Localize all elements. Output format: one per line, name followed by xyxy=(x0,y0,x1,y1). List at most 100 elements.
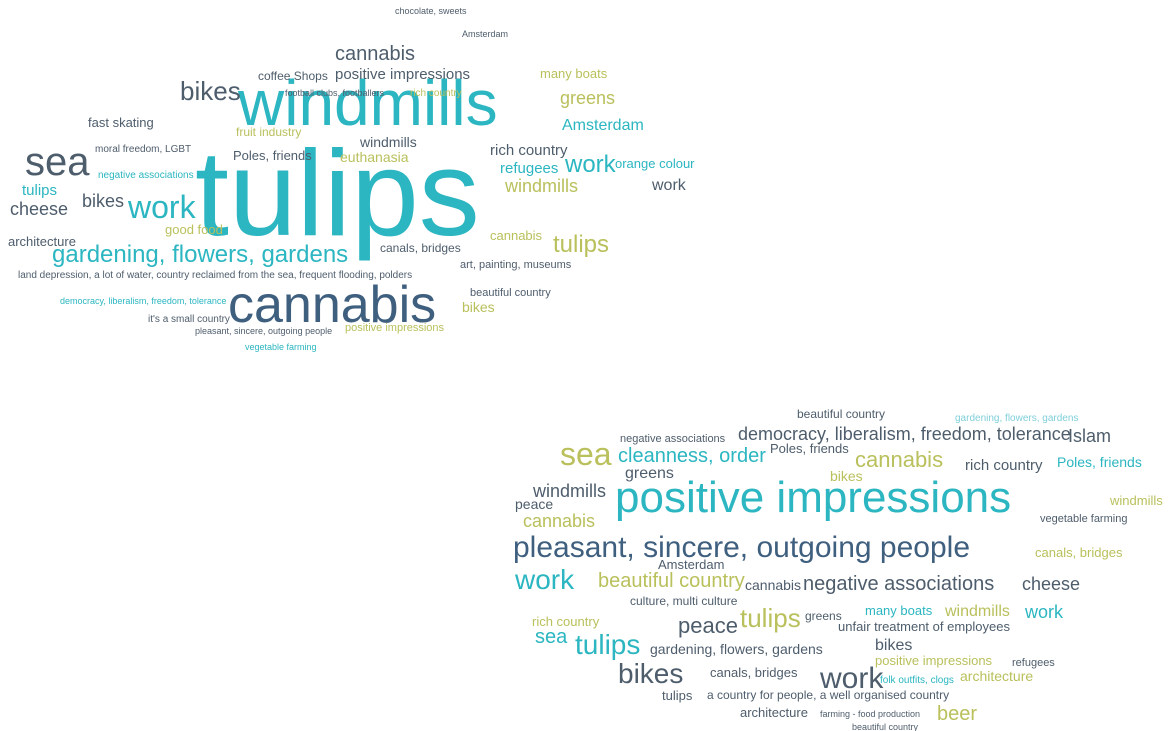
word: beautiful country xyxy=(470,287,551,299)
word: rich country xyxy=(532,614,600,629)
word: rich country xyxy=(490,142,568,159)
word: Amsterdam xyxy=(462,29,508,39)
word: cleanness, order xyxy=(618,445,766,467)
word: architecture xyxy=(8,234,76,249)
word: unfair treatment of employees xyxy=(838,619,1010,634)
word: bikes xyxy=(618,658,683,689)
word: canals, bridges xyxy=(380,241,461,255)
word: canals, bridges xyxy=(710,665,798,680)
word: windmills xyxy=(532,481,606,501)
word: art, painting, museums xyxy=(460,259,572,271)
word: refugees xyxy=(1012,657,1055,669)
word: Amsterdam xyxy=(658,557,724,572)
word: tulips xyxy=(575,629,640,660)
word: positive impressions xyxy=(615,473,1011,522)
word: Poles, friends xyxy=(1057,454,1142,470)
word: cannabis xyxy=(523,511,595,531)
word: negative associations xyxy=(98,170,194,181)
word: tulips xyxy=(553,231,609,258)
word: fast skating xyxy=(88,115,154,130)
word: sea xyxy=(560,436,612,472)
word: positive impressions xyxy=(345,322,445,334)
word: windmills xyxy=(1109,493,1163,508)
word: rich country xyxy=(410,88,462,99)
word: tulips xyxy=(662,688,693,703)
word: culture, multi culture xyxy=(630,594,738,608)
word: orange colour xyxy=(615,156,695,171)
word: Poles, friends xyxy=(770,441,849,456)
word: windmills xyxy=(504,176,578,196)
word: windmills xyxy=(237,67,498,139)
word: democracy, liberalism, freedom, toleranc… xyxy=(738,424,1071,444)
word: architecture xyxy=(960,668,1033,684)
word: tulips xyxy=(22,182,57,199)
word: work xyxy=(1024,602,1064,622)
word: farming - food production xyxy=(820,709,920,719)
word: beautiful country xyxy=(797,407,885,421)
word: work xyxy=(127,189,197,225)
word: cannabis xyxy=(745,577,801,593)
word: work xyxy=(564,151,617,178)
word: canals, bridges xyxy=(1035,545,1123,560)
word: moral freedom, LGBT xyxy=(95,144,191,155)
word: Poles, friends xyxy=(233,148,312,163)
word: peace xyxy=(515,496,553,512)
word: good food xyxy=(165,222,223,237)
word: rich country xyxy=(965,457,1043,474)
word: Islam xyxy=(1068,426,1111,446)
word: pleasant, sincere, outgoing people xyxy=(195,326,332,336)
word: vegetable farming xyxy=(1040,513,1127,525)
word: work xyxy=(651,177,687,194)
word: cheese xyxy=(10,199,68,219)
word: cannabis xyxy=(490,228,543,243)
word: negative associations xyxy=(620,433,726,445)
word: work xyxy=(514,564,575,595)
word: cannabis xyxy=(335,43,415,65)
word: bikes xyxy=(830,468,863,484)
word: coffee Shops xyxy=(258,69,328,83)
word: beer xyxy=(937,703,977,725)
word: Amsterdam xyxy=(562,117,644,134)
word: cannabis xyxy=(228,276,436,334)
word: democracy, liberalism, freedom, toleranc… xyxy=(60,296,226,306)
word: gardening, flowers, gardens xyxy=(52,241,348,268)
word-cloud: positive impressions pleasant, sincere, o… xyxy=(513,407,1163,731)
word: bikes xyxy=(82,191,124,211)
word: greens xyxy=(805,609,842,623)
word: peace xyxy=(678,613,738,638)
word: tulips xyxy=(740,603,801,633)
word: pleasant, sincere, outgoing people xyxy=(513,531,970,564)
word: folk outfits, clogs xyxy=(880,675,954,686)
word: bikes xyxy=(462,299,495,315)
word: many boats xyxy=(540,66,608,81)
word: euthanasia xyxy=(340,149,409,165)
word: architecture xyxy=(740,705,808,720)
word: sea xyxy=(25,140,90,184)
word: cheese xyxy=(1022,574,1080,594)
word: many boats xyxy=(865,603,933,618)
word: fruit industry xyxy=(236,125,301,139)
word: tulips xyxy=(195,125,480,261)
word: bikes xyxy=(875,637,912,654)
word: gardening, flowers, gardens xyxy=(650,641,823,657)
word: windmills xyxy=(944,603,1010,620)
word: sea xyxy=(535,626,568,648)
word: beautiful country xyxy=(598,570,745,592)
word: positive impressions xyxy=(335,66,470,83)
word: cannabis xyxy=(855,447,943,472)
word: football clubs, footballers xyxy=(285,88,385,98)
word: vegetable farming xyxy=(245,342,317,352)
word: beautiful country xyxy=(852,722,919,731)
word: it's a small country xyxy=(148,314,230,325)
word: chocolate, sweets xyxy=(395,6,467,16)
word: positive impressions xyxy=(875,653,993,668)
word: greens xyxy=(560,88,615,108)
word: gardening, flowers, gardens xyxy=(955,413,1078,424)
word: land depression, a lot of water, country… xyxy=(18,270,412,281)
word: greens xyxy=(625,465,674,482)
word: work xyxy=(819,662,884,695)
word: windmills xyxy=(359,134,417,150)
word: a country for people, a well organised c… xyxy=(707,688,949,702)
